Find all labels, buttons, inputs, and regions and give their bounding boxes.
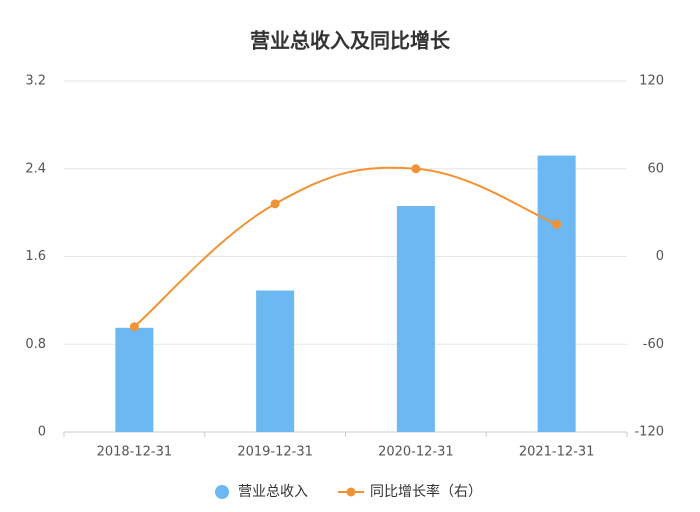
y-tick-label: 2.4	[25, 161, 46, 176]
y-tick-label: 0.8	[25, 337, 46, 352]
legend-marker	[346, 487, 356, 497]
line-point	[270, 199, 280, 209]
x-tick-label: 2021-12-31	[519, 445, 595, 460]
line-point	[129, 322, 139, 332]
y2-tick-label: 60	[647, 161, 664, 176]
x-tick-label: 2020-12-31	[378, 445, 454, 460]
bar	[115, 327, 154, 432]
x-tick-label: 2019-12-31	[237, 445, 313, 460]
legend-label: 营业总收入	[238, 484, 308, 500]
y-tick-label: 1.6	[25, 249, 46, 264]
legend-label: 同比增长率（右）	[370, 483, 482, 500]
line	[133, 166, 557, 328]
bar	[537, 155, 576, 432]
bar	[396, 206, 435, 432]
chart-title: 营业总收入及同比增长	[250, 29, 451, 53]
line-point	[552, 219, 562, 229]
bar	[256, 290, 295, 432]
line-point	[411, 164, 421, 174]
legend-marker	[215, 485, 229, 499]
y2-tick-label: -120	[634, 425, 664, 440]
y2-tick-label: 0	[656, 249, 664, 264]
y2-tick-label: 120	[639, 74, 664, 89]
y-tick-label: 3.2	[25, 74, 46, 89]
y-tick-label: 0	[38, 425, 46, 440]
x-tick-label: 2018-12-31	[97, 445, 173, 460]
y2-tick-label: -60	[643, 337, 664, 352]
